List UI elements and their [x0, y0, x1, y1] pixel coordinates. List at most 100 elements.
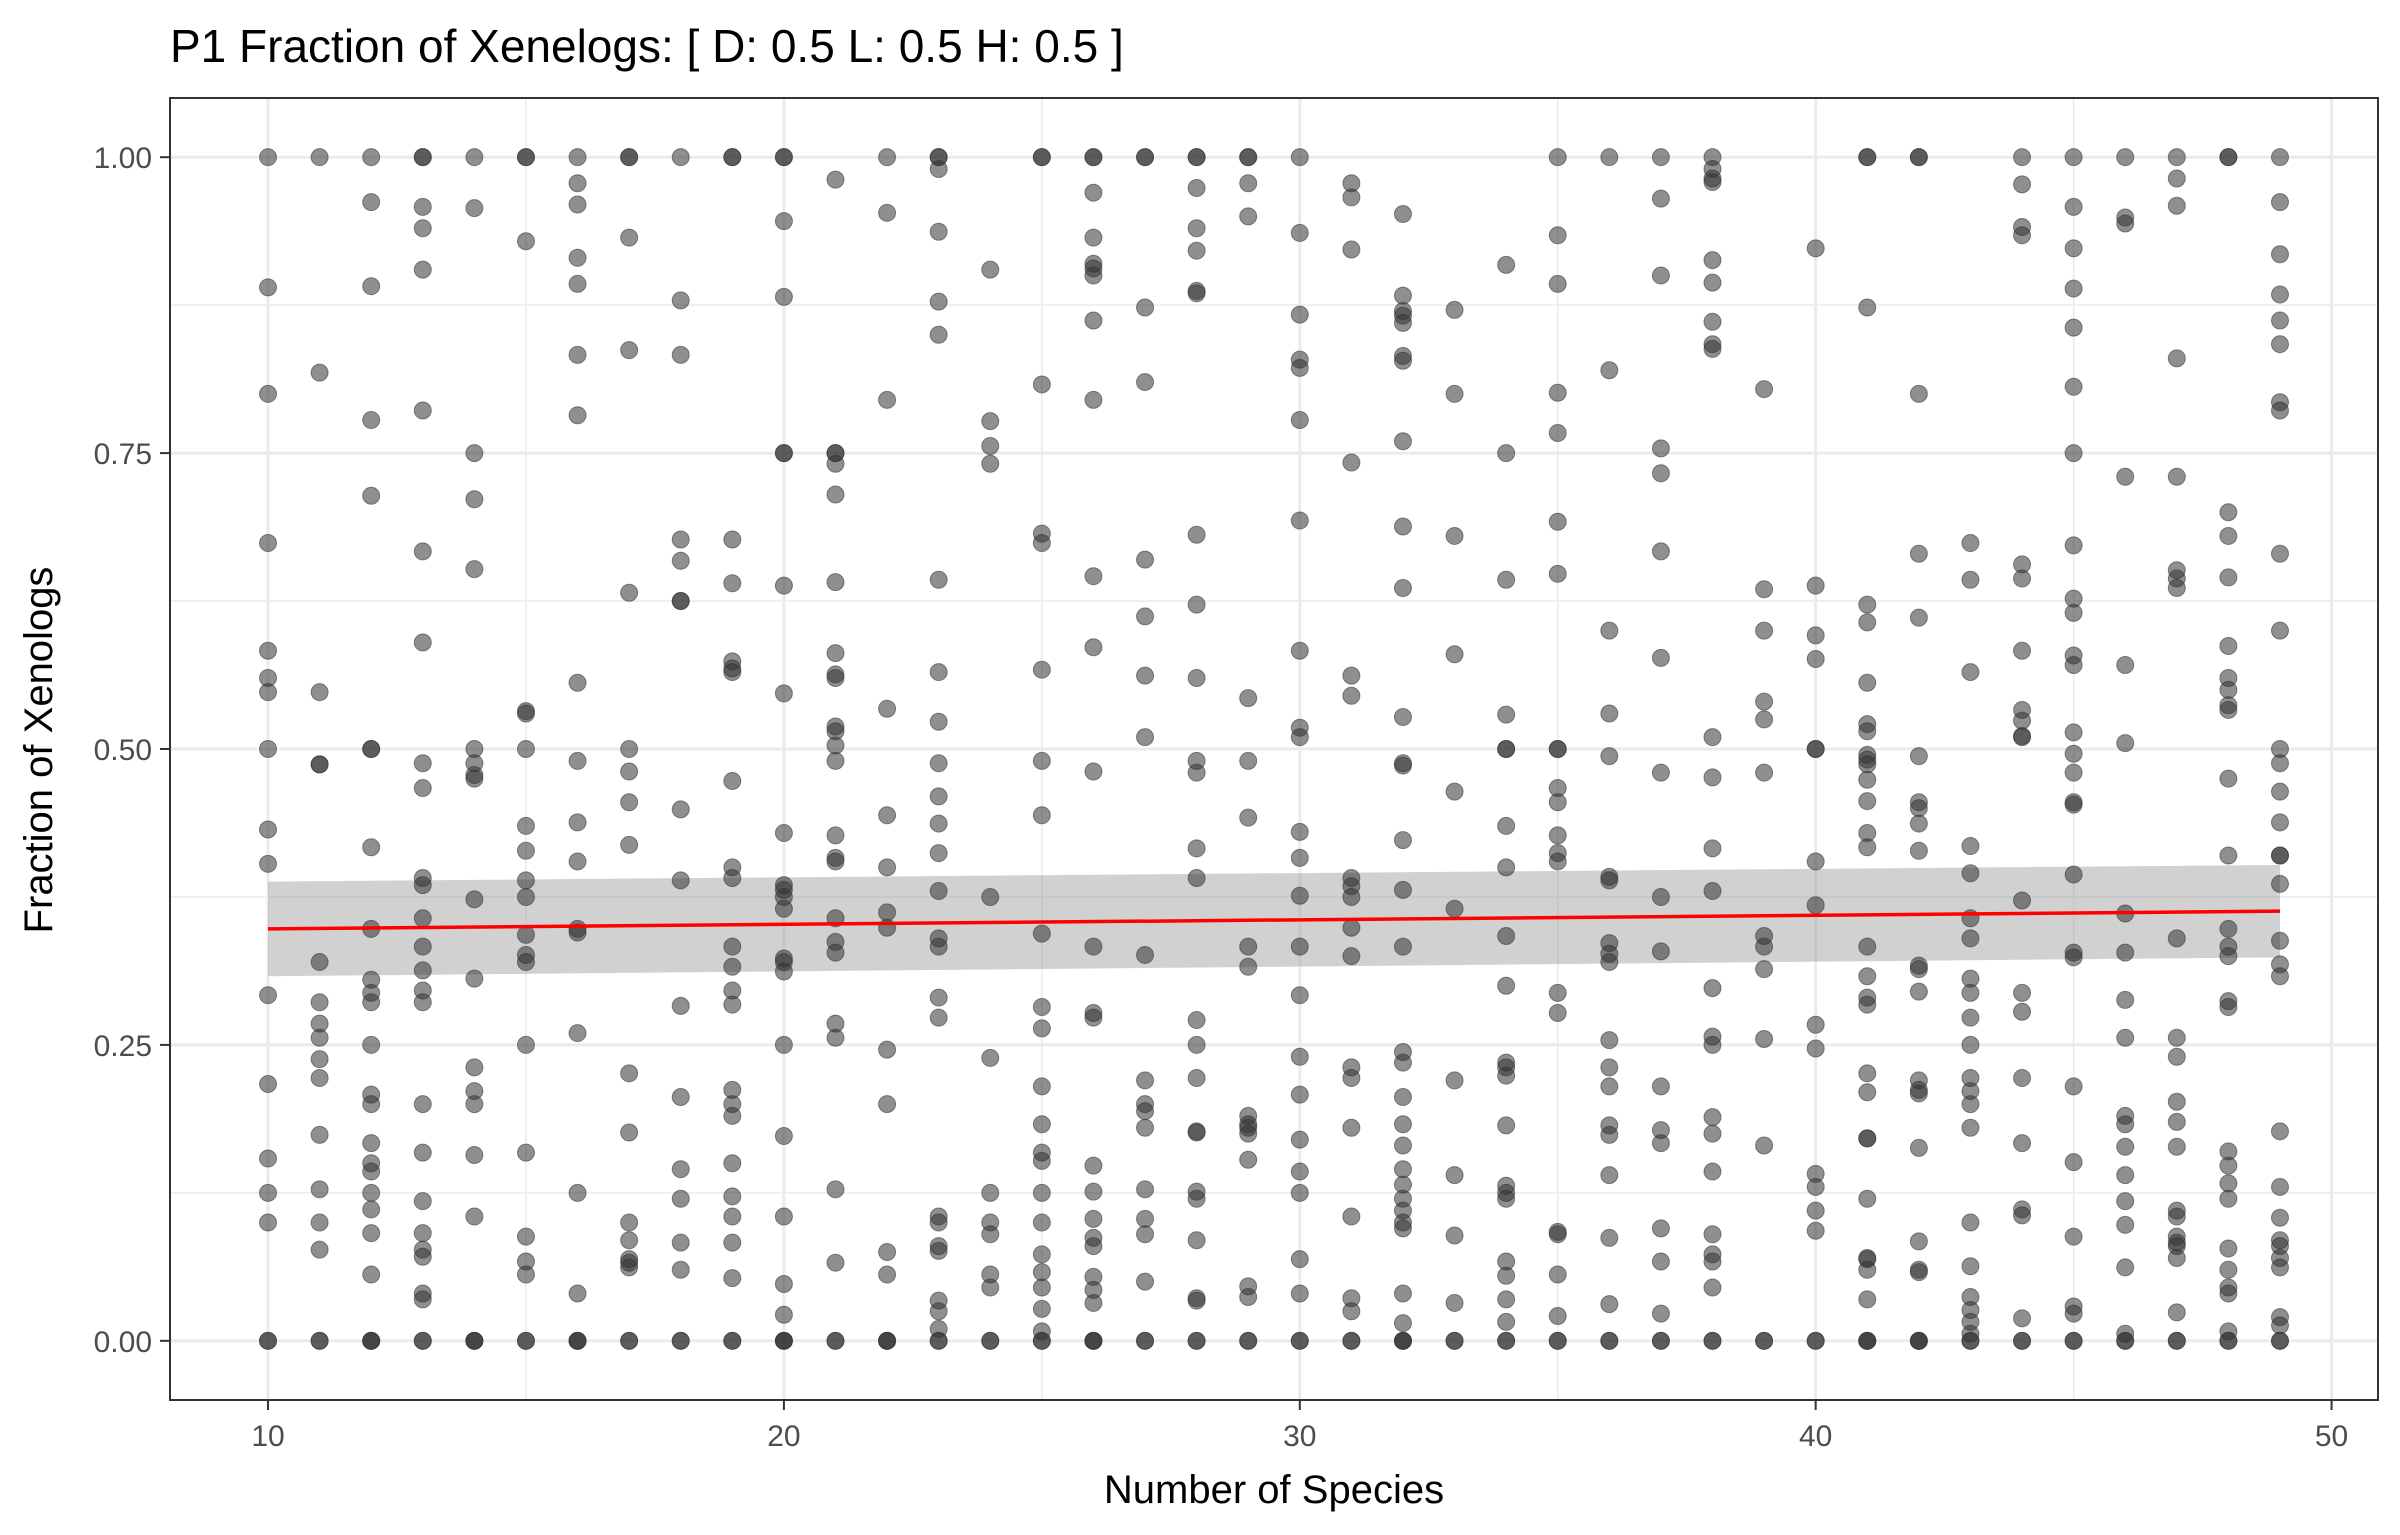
- data-point: [1032, 924, 1051, 943]
- data-point: [1703, 1278, 1722, 1297]
- data-point: [2270, 813, 2289, 832]
- data-point: [465, 560, 484, 579]
- data-point: [2064, 1077, 2083, 1096]
- data-point: [568, 406, 587, 425]
- data-point: [2064, 318, 2083, 337]
- data-point: [1445, 384, 1464, 403]
- data-point: [413, 1143, 432, 1162]
- data-point: [826, 1253, 845, 1272]
- data-point: [826, 751, 845, 770]
- y-axis-label: Fraction of Xenologs: [17, 567, 61, 934]
- data-point: [2270, 193, 2289, 212]
- data-point: [1909, 1331, 1928, 1350]
- data-point: [826, 444, 845, 463]
- data-point: [1136, 1180, 1155, 1199]
- data-point: [981, 1183, 1000, 1202]
- data-point: [2219, 668, 2238, 687]
- data-point: [1600, 704, 1619, 723]
- data-point: [2219, 637, 2238, 656]
- data-point: [671, 592, 690, 611]
- data-point: [2167, 1227, 2186, 1246]
- data-point: [1445, 1071, 1464, 1090]
- data-point: [2219, 1322, 2238, 1341]
- data-point: [723, 1154, 742, 1173]
- data-point: [1239, 1277, 1258, 1296]
- data-point: [1806, 740, 1825, 758]
- data-point: [2270, 621, 2289, 640]
- data-point: [2270, 782, 2289, 801]
- data-point: [1187, 148, 1206, 167]
- data-point: [1651, 189, 1670, 208]
- data-point: [1084, 390, 1103, 409]
- data-point: [878, 148, 897, 167]
- data-point: [568, 1183, 587, 1202]
- data-point: [1342, 1058, 1361, 1077]
- data-point: [2013, 1309, 2032, 1328]
- data-point: [826, 170, 845, 189]
- data-point: [2064, 1227, 2083, 1246]
- data-point: [259, 740, 278, 758]
- data-point: [465, 890, 484, 909]
- data-point: [929, 663, 948, 682]
- data-point: [310, 1331, 329, 1350]
- data-point: [2219, 696, 2238, 715]
- data-point: [1755, 1331, 1774, 1350]
- data-point: [723, 574, 742, 593]
- data-point: [1445, 526, 1464, 545]
- data-point: [774, 444, 793, 463]
- data-point: [1651, 439, 1670, 458]
- data-point: [1651, 1331, 1670, 1350]
- data-point: [2219, 1189, 2238, 1208]
- data-point: [2064, 1331, 2083, 1350]
- data-point: [2064, 377, 2083, 396]
- data-point: [1084, 1331, 1103, 1350]
- data-point: [1858, 937, 1877, 956]
- data-point: [1755, 710, 1774, 729]
- data-point: [1600, 1116, 1619, 1135]
- data-point: [1497, 1290, 1516, 1309]
- data-point: [1961, 1257, 1980, 1276]
- data-point: [2219, 526, 2238, 545]
- data-point: [620, 740, 639, 758]
- data-point: [878, 390, 897, 409]
- data-point: [1187, 869, 1206, 888]
- data-point: [362, 1134, 381, 1153]
- data-point: [1548, 1306, 1567, 1325]
- data-point: [2013, 641, 2032, 660]
- data-point: [568, 345, 587, 364]
- data-point: [774, 148, 793, 167]
- data-point: [1755, 763, 1774, 782]
- data-point: [1032, 524, 1051, 543]
- data-point: [1393, 347, 1412, 366]
- data-point: [259, 641, 278, 660]
- data-point: [413, 633, 432, 652]
- data-point: [1393, 579, 1412, 598]
- data-point: [723, 1269, 742, 1288]
- data-point: [1187, 281, 1206, 300]
- data-point: [1032, 375, 1051, 394]
- data-point: [2013, 700, 2032, 719]
- data-point: [516, 887, 535, 906]
- data-point: [981, 412, 1000, 431]
- data-point: [1703, 1162, 1722, 1181]
- data-point: [1497, 1176, 1516, 1195]
- data-point: [1858, 1248, 1877, 1267]
- data-point: [1290, 350, 1309, 369]
- data-point: [1600, 1331, 1619, 1350]
- data-point: [2270, 1331, 2289, 1350]
- data-point: [1239, 174, 1258, 193]
- data-point: [723, 1331, 742, 1350]
- data-point: [1806, 650, 1825, 669]
- data-point: [723, 652, 742, 671]
- chart-title: P1 Fraction of Xenelogs: [ D: 0.5 L: 0.5…: [170, 20, 1124, 72]
- data-point: [671, 291, 690, 310]
- data-point: [1858, 673, 1877, 692]
- data-point: [929, 570, 948, 589]
- data-point: [413, 148, 432, 167]
- data-point: [1239, 207, 1258, 226]
- data-point: [413, 1240, 432, 1259]
- data-point: [1290, 1085, 1309, 1104]
- data-point: [1084, 1003, 1103, 1022]
- data-point: [929, 988, 948, 1007]
- data-point: [1342, 1118, 1361, 1137]
